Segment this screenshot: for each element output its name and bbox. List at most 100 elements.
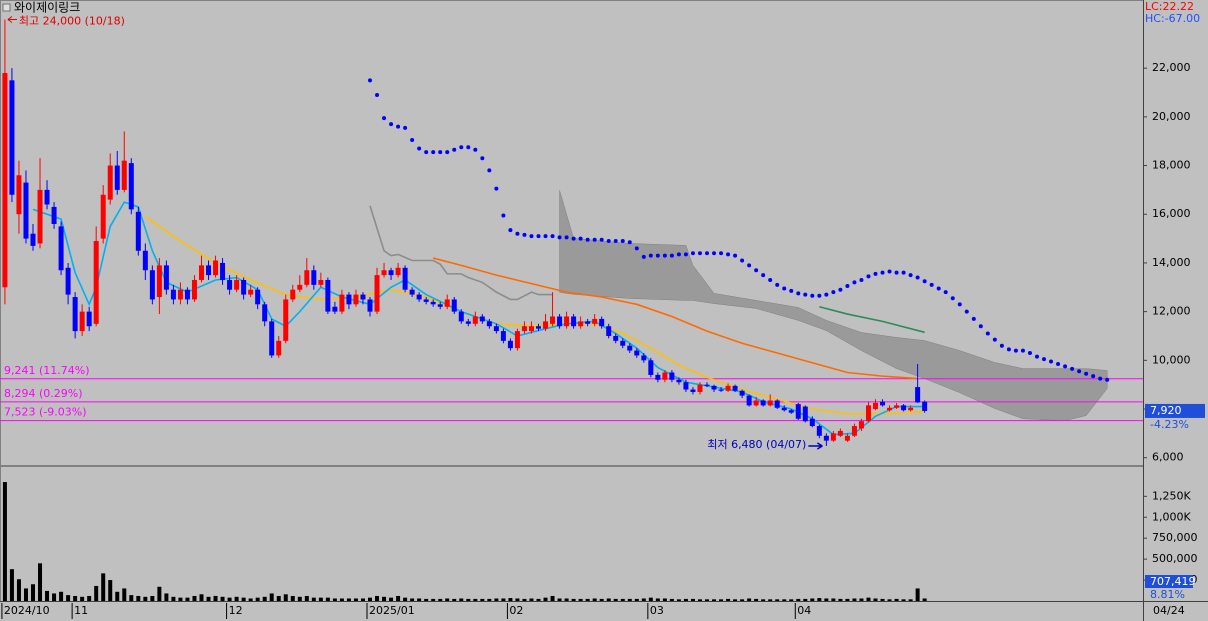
sar-dot (662, 253, 667, 258)
sar-dot (417, 146, 422, 151)
volume-bar (515, 598, 520, 601)
volume-bar (241, 597, 246, 601)
volume-bar (669, 598, 674, 601)
volume-bar (487, 598, 492, 601)
y-tick-label: 14,000 (1152, 256, 1191, 269)
volume-bar (417, 598, 422, 601)
volume-bar (122, 588, 127, 601)
candle-body (802, 406, 808, 422)
candle-body (704, 384, 710, 386)
sar-dot (1070, 366, 1075, 371)
volume-bar (557, 598, 562, 601)
candle-body (423, 299, 429, 302)
volume-bar (543, 597, 548, 601)
volume-bar (213, 595, 218, 601)
candle-body (718, 389, 724, 391)
candle-body (753, 400, 759, 406)
sar-dot (803, 292, 808, 297)
volume-bar (634, 598, 639, 601)
candle-body (409, 289, 415, 295)
candle-body (437, 304, 443, 307)
sar-dot (1027, 351, 1032, 356)
candle-body (887, 407, 893, 411)
volume-bar (733, 599, 738, 601)
candle-body (865, 405, 871, 422)
candle-body (697, 384, 703, 392)
y-tick-label: 500,000 (1152, 552, 1198, 565)
volume-bar (599, 598, 604, 601)
volume-bar (283, 594, 288, 601)
sar-dot (487, 168, 492, 173)
volume-bar (690, 598, 695, 601)
sar-dot (999, 343, 1004, 348)
candle-body (655, 374, 661, 380)
annotation: 최저 6,480 (04/07) (707, 438, 806, 451)
candle-body (170, 289, 176, 300)
candle-body (725, 385, 731, 391)
volume-bar (676, 599, 681, 601)
candle-body (311, 270, 317, 285)
candle-body (676, 379, 682, 383)
sar-dot (943, 290, 948, 295)
candle-body (339, 294, 345, 312)
sar-dot (571, 236, 576, 241)
sar-dot (529, 234, 534, 239)
volume-bar (255, 597, 260, 601)
candle-body (479, 316, 485, 322)
candle-body (690, 389, 696, 392)
sar-dot (389, 122, 394, 127)
candle-body (198, 265, 204, 280)
y-tick-label: 10,000 (1152, 353, 1191, 366)
menu-box[interactable] (2, 3, 11, 12)
volume-bar (550, 595, 555, 601)
sar-dot (831, 290, 836, 295)
candle-body (514, 331, 520, 349)
sar-dot (1084, 371, 1089, 376)
plot: 9,241 (11.74%) 8,294 (0.29%) 7,523 (-9.03%… (0, 14, 1205, 619)
candle-body (156, 265, 162, 298)
sar-dot (452, 147, 457, 152)
y-tick-label: 1,000K (1152, 510, 1191, 523)
sar-dot (578, 236, 583, 241)
candle-body (880, 401, 886, 406)
volume-bar (761, 599, 766, 601)
volume-bar (206, 596, 211, 601)
volume-bar (234, 596, 239, 601)
sar-dot (838, 287, 843, 292)
sar-dot (789, 288, 794, 293)
candle-body (844, 435, 850, 441)
volume-bar (30, 584, 35, 601)
candle-body (774, 400, 780, 408)
candle-body (823, 435, 829, 441)
sar-dot (515, 231, 520, 236)
sar-dot (669, 253, 674, 258)
sar-dot (950, 296, 955, 301)
candle-body (227, 279, 233, 290)
candle-body (915, 387, 921, 403)
volume-bar (592, 598, 597, 601)
volume-box (1145, 575, 1193, 588)
volume-bar (740, 599, 745, 601)
candle-body (58, 226, 64, 271)
sar-dot (824, 292, 829, 297)
x-tick-label: 04 (797, 604, 811, 617)
x-tick-label: 2025/01 (369, 604, 415, 617)
volume-bar (178, 597, 183, 601)
candle-body (163, 265, 169, 290)
volume-bar (705, 599, 710, 601)
candle-body (234, 279, 240, 290)
candle-body (788, 410, 794, 413)
volume-last: 707,419 (1150, 575, 1196, 588)
stock-name: 와이제이링크 (14, 1, 80, 15)
candle-body (521, 326, 527, 332)
volume-bar (227, 597, 232, 601)
volume-bar (880, 598, 885, 601)
sar-dot (719, 251, 724, 256)
volume-bar (2, 482, 7, 601)
candle-body (360, 294, 366, 300)
volume-bar (908, 599, 913, 601)
volume-bar (23, 588, 28, 601)
sar-dot (754, 268, 759, 273)
candle-body (795, 404, 801, 419)
volume-bar (382, 596, 387, 601)
